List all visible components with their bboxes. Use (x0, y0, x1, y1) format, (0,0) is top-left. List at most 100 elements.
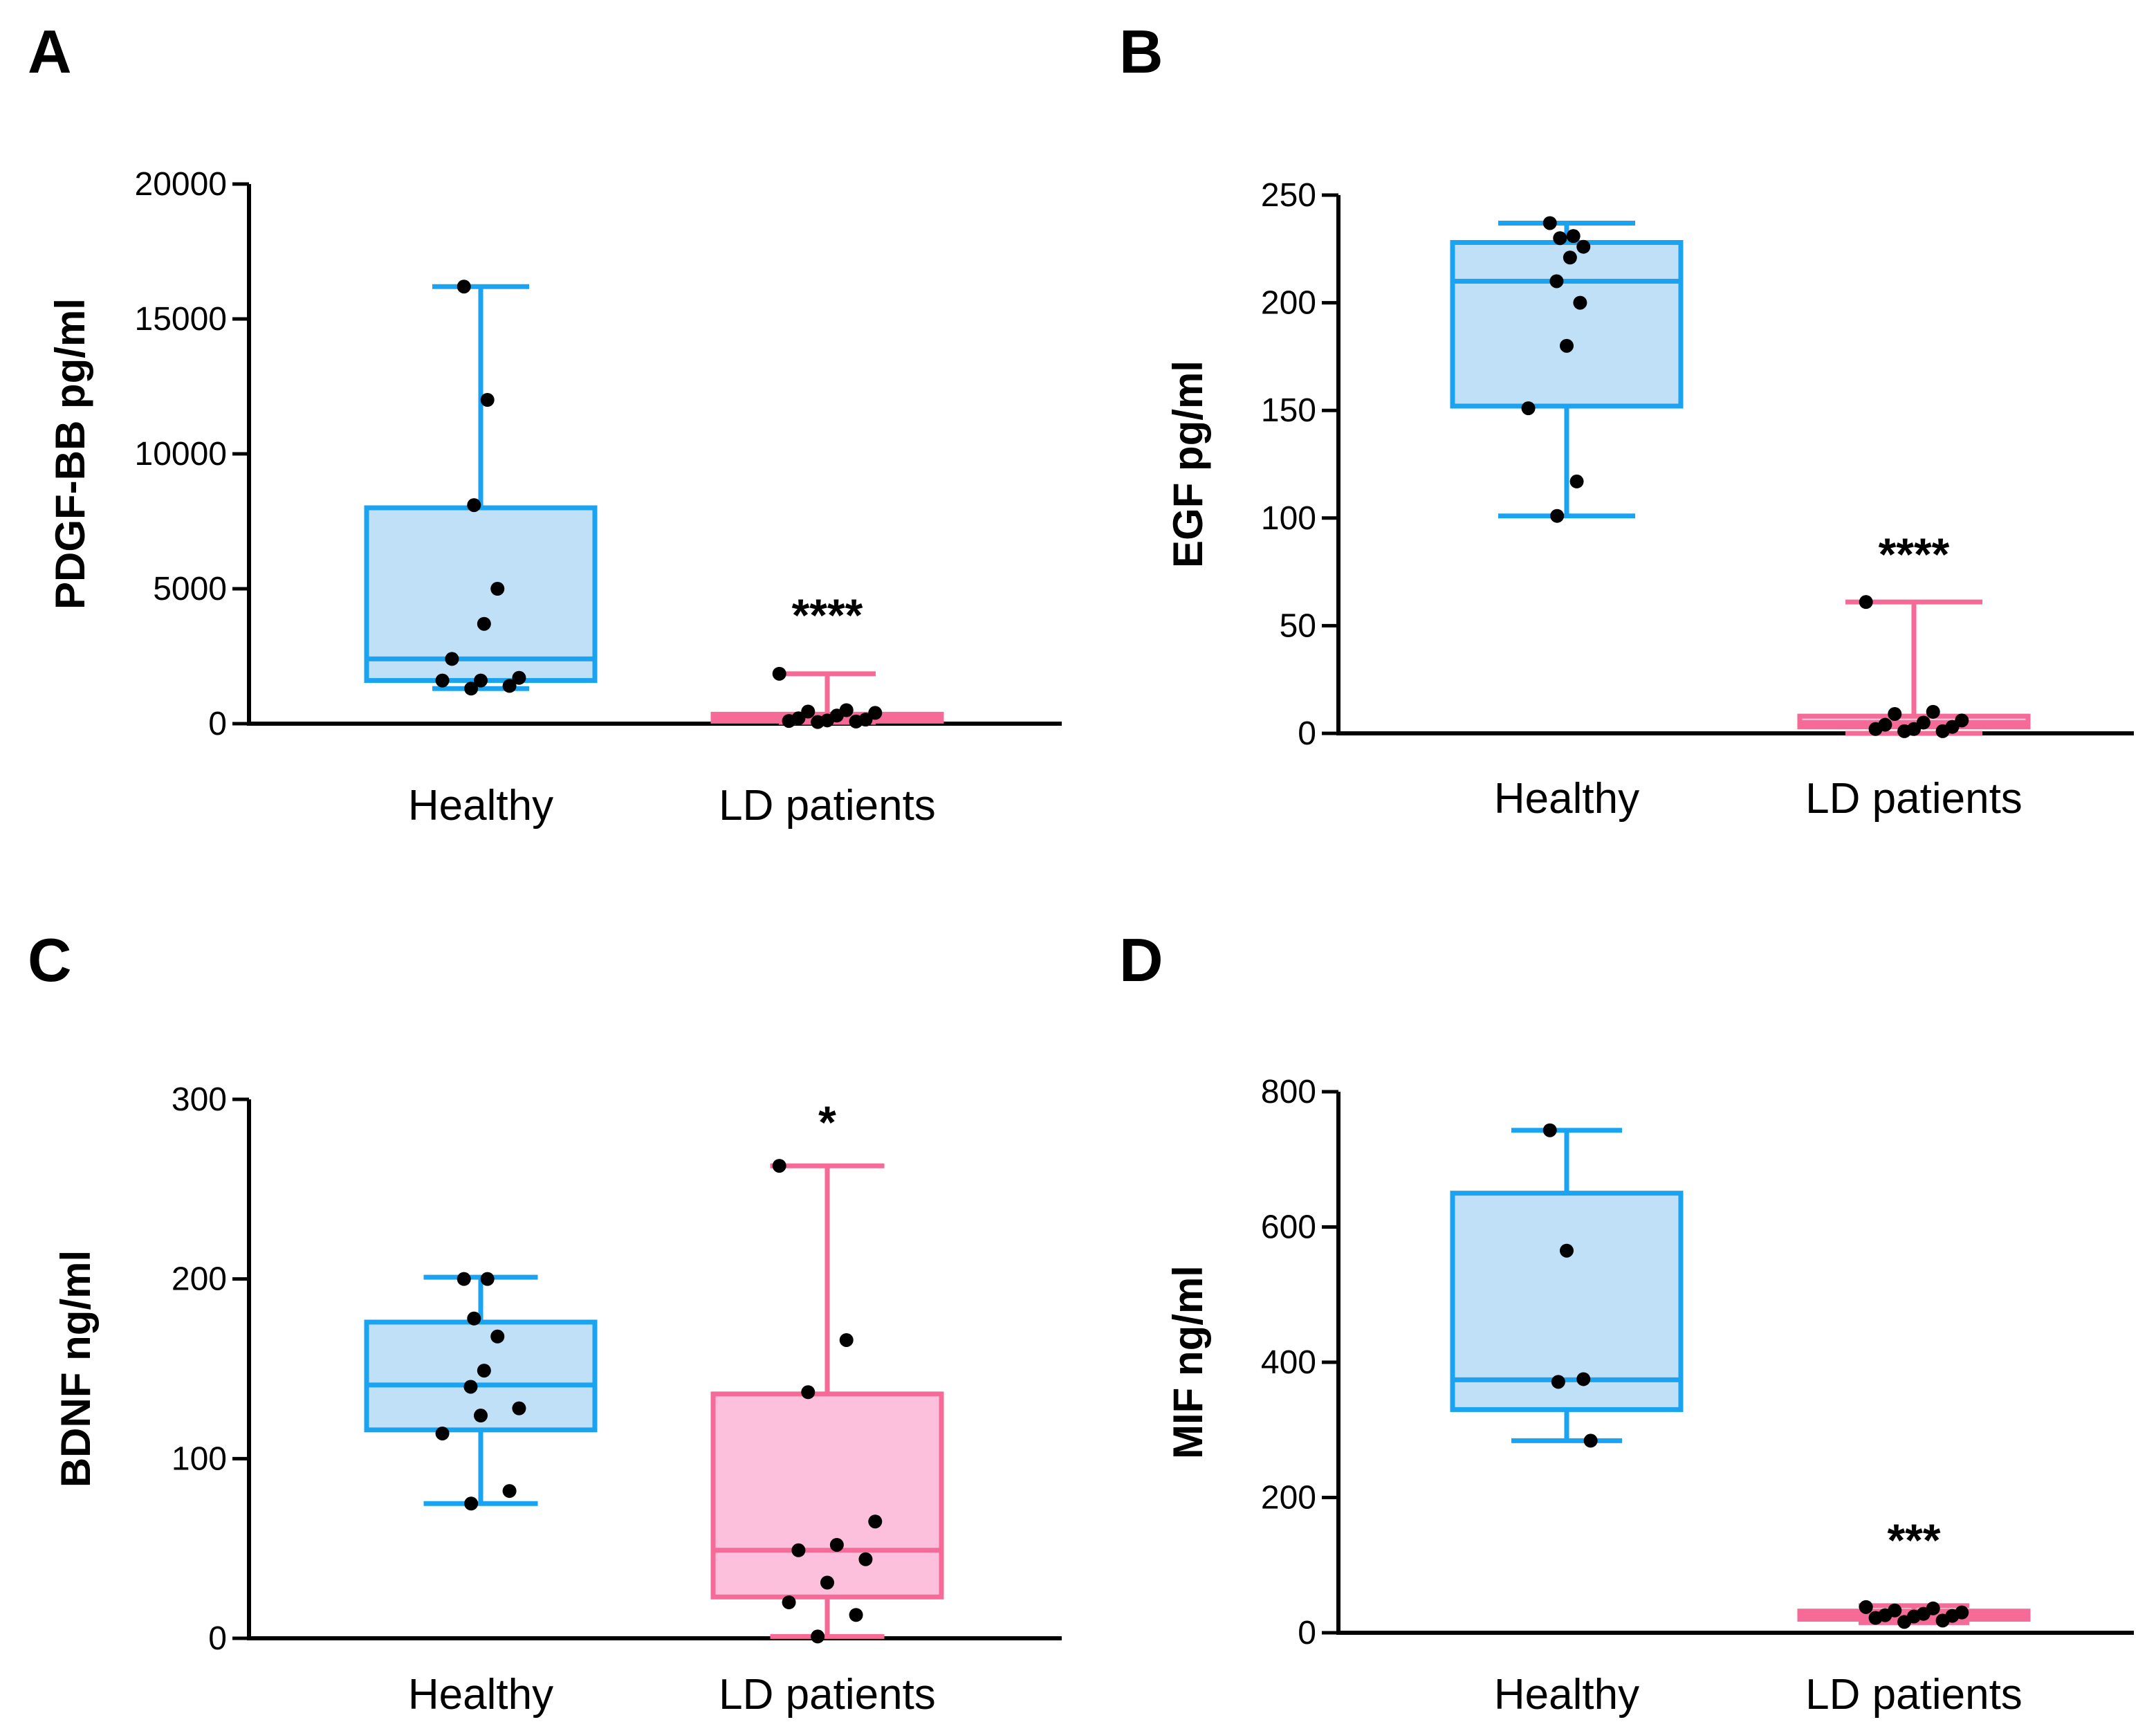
data-point (480, 393, 495, 407)
panel-b: B EGF pg/ml 0 50 100 150 200 250 Healthy LD patie… (1119, 17, 2134, 823)
data-point (858, 1552, 873, 1566)
y-tick-label: 100 (1261, 500, 1316, 537)
data-point (839, 1332, 854, 1347)
panel-d: D MIF ng/ml 0 200 400 600 800 Healthy LD patient… (1119, 926, 2134, 1719)
y-tick-label: 10000 (135, 436, 227, 473)
significance-label: **** (1879, 529, 1950, 580)
y-tick-label: 0 (208, 1620, 227, 1657)
data-point (1583, 1434, 1598, 1448)
y-axis-label: MIF ng/ml (1165, 1265, 1211, 1459)
data-point (782, 714, 796, 729)
data-point (1560, 338, 1574, 353)
data-point (477, 616, 491, 631)
y-tick-label: 50 (1280, 607, 1316, 644)
data-point (1550, 509, 1565, 523)
data-point (1549, 274, 1564, 288)
data-point (464, 681, 479, 696)
panel-letter: B (1119, 17, 1163, 86)
data-point (772, 666, 786, 681)
iqr-box (710, 1391, 944, 1600)
y-tick-label: 0 (1298, 1615, 1316, 1651)
data-point (1897, 1615, 1912, 1629)
x-category-label: LD patients (1805, 1671, 2023, 1719)
data-point (490, 1329, 505, 1344)
data-point (1935, 724, 1950, 738)
x-category-label: LD patients (719, 1671, 936, 1719)
data-point (1935, 1613, 1950, 1628)
data-point (1576, 239, 1591, 254)
data-point (811, 715, 825, 729)
box-healthy (364, 1272, 598, 1511)
data-point (1566, 229, 1581, 244)
data-point (464, 1496, 479, 1511)
y-tick-label: 400 (1261, 1344, 1316, 1381)
data-point (474, 673, 488, 688)
data-point (868, 1514, 883, 1529)
data-point (849, 714, 863, 729)
box-ld-patients: *** (1797, 1514, 2031, 1629)
data-point (1542, 1123, 1557, 1137)
box-ld-patients: **** (710, 589, 944, 729)
data-point (820, 1575, 834, 1590)
x-category-label: Healthy (408, 1671, 553, 1719)
y-tick-label: 200 (1261, 1480, 1316, 1517)
data-point (457, 280, 471, 294)
y-tick-label: 15000 (135, 301, 227, 338)
data-point (477, 1364, 491, 1378)
data-point (1563, 250, 1577, 265)
y-tick-label: 0 (1298, 715, 1316, 752)
box-healthy (1450, 216, 1684, 523)
data-point (1521, 401, 1536, 416)
iqr-box (364, 505, 598, 684)
data-point (1897, 724, 1912, 738)
y-tick-label: 200 (1261, 285, 1316, 322)
data-point (1859, 595, 1873, 610)
data-point (1576, 1372, 1591, 1386)
data-point (502, 679, 517, 693)
data-point (463, 1380, 478, 1394)
y-axis-label: BDNF ng/ml (53, 1250, 99, 1487)
x-category-label: LD patients (719, 782, 936, 830)
data-point (1542, 216, 1557, 230)
data-point (435, 1426, 450, 1440)
data-point (868, 706, 883, 720)
data-point (512, 1401, 526, 1416)
y-axis-label: EGF pg/ml (1165, 360, 1211, 568)
iqr-box (1450, 239, 1684, 409)
data-point (490, 582, 505, 596)
y-axis-label: PDGF-BB pg/ml (47, 298, 93, 610)
x-category-label: Healthy (1494, 775, 1639, 823)
data-point (1888, 706, 1902, 721)
x-category-label: Healthy (408, 782, 553, 830)
significance-label: **** (792, 589, 863, 641)
data-point (1926, 704, 1940, 719)
panel-letter: A (28, 17, 72, 86)
y-tick-label: 0 (208, 706, 227, 742)
significance-label: * (818, 1097, 836, 1148)
data-point (1553, 231, 1567, 246)
y-tick-label: 100 (172, 1440, 227, 1477)
y-tick-label: 600 (1261, 1209, 1316, 1246)
data-point (480, 1272, 495, 1286)
data-point (435, 673, 450, 688)
y-tick-label: 5000 (153, 571, 227, 607)
data-point (1560, 1243, 1574, 1258)
data-point (829, 1537, 844, 1552)
data-point (782, 1595, 796, 1610)
panel-a: A PDGF-BB pg/ml 0 5000 10000 15000 20000 Health… (28, 17, 1062, 830)
data-point (772, 1159, 786, 1173)
data-point (1859, 1600, 1873, 1614)
data-point (467, 498, 481, 513)
y-tick-label: 200 (172, 1261, 227, 1298)
data-point (801, 704, 816, 719)
panel-letter: C (28, 926, 72, 994)
data-point (811, 1629, 825, 1644)
y-tick-label: 300 (172, 1081, 227, 1118)
y-tick-label: 250 (1261, 177, 1316, 214)
data-point (1868, 722, 1883, 736)
data-point (512, 670, 526, 685)
data-point (1573, 295, 1587, 310)
data-point (791, 1543, 806, 1557)
data-point (1569, 474, 1584, 488)
iqr-box (1450, 1191, 1684, 1412)
